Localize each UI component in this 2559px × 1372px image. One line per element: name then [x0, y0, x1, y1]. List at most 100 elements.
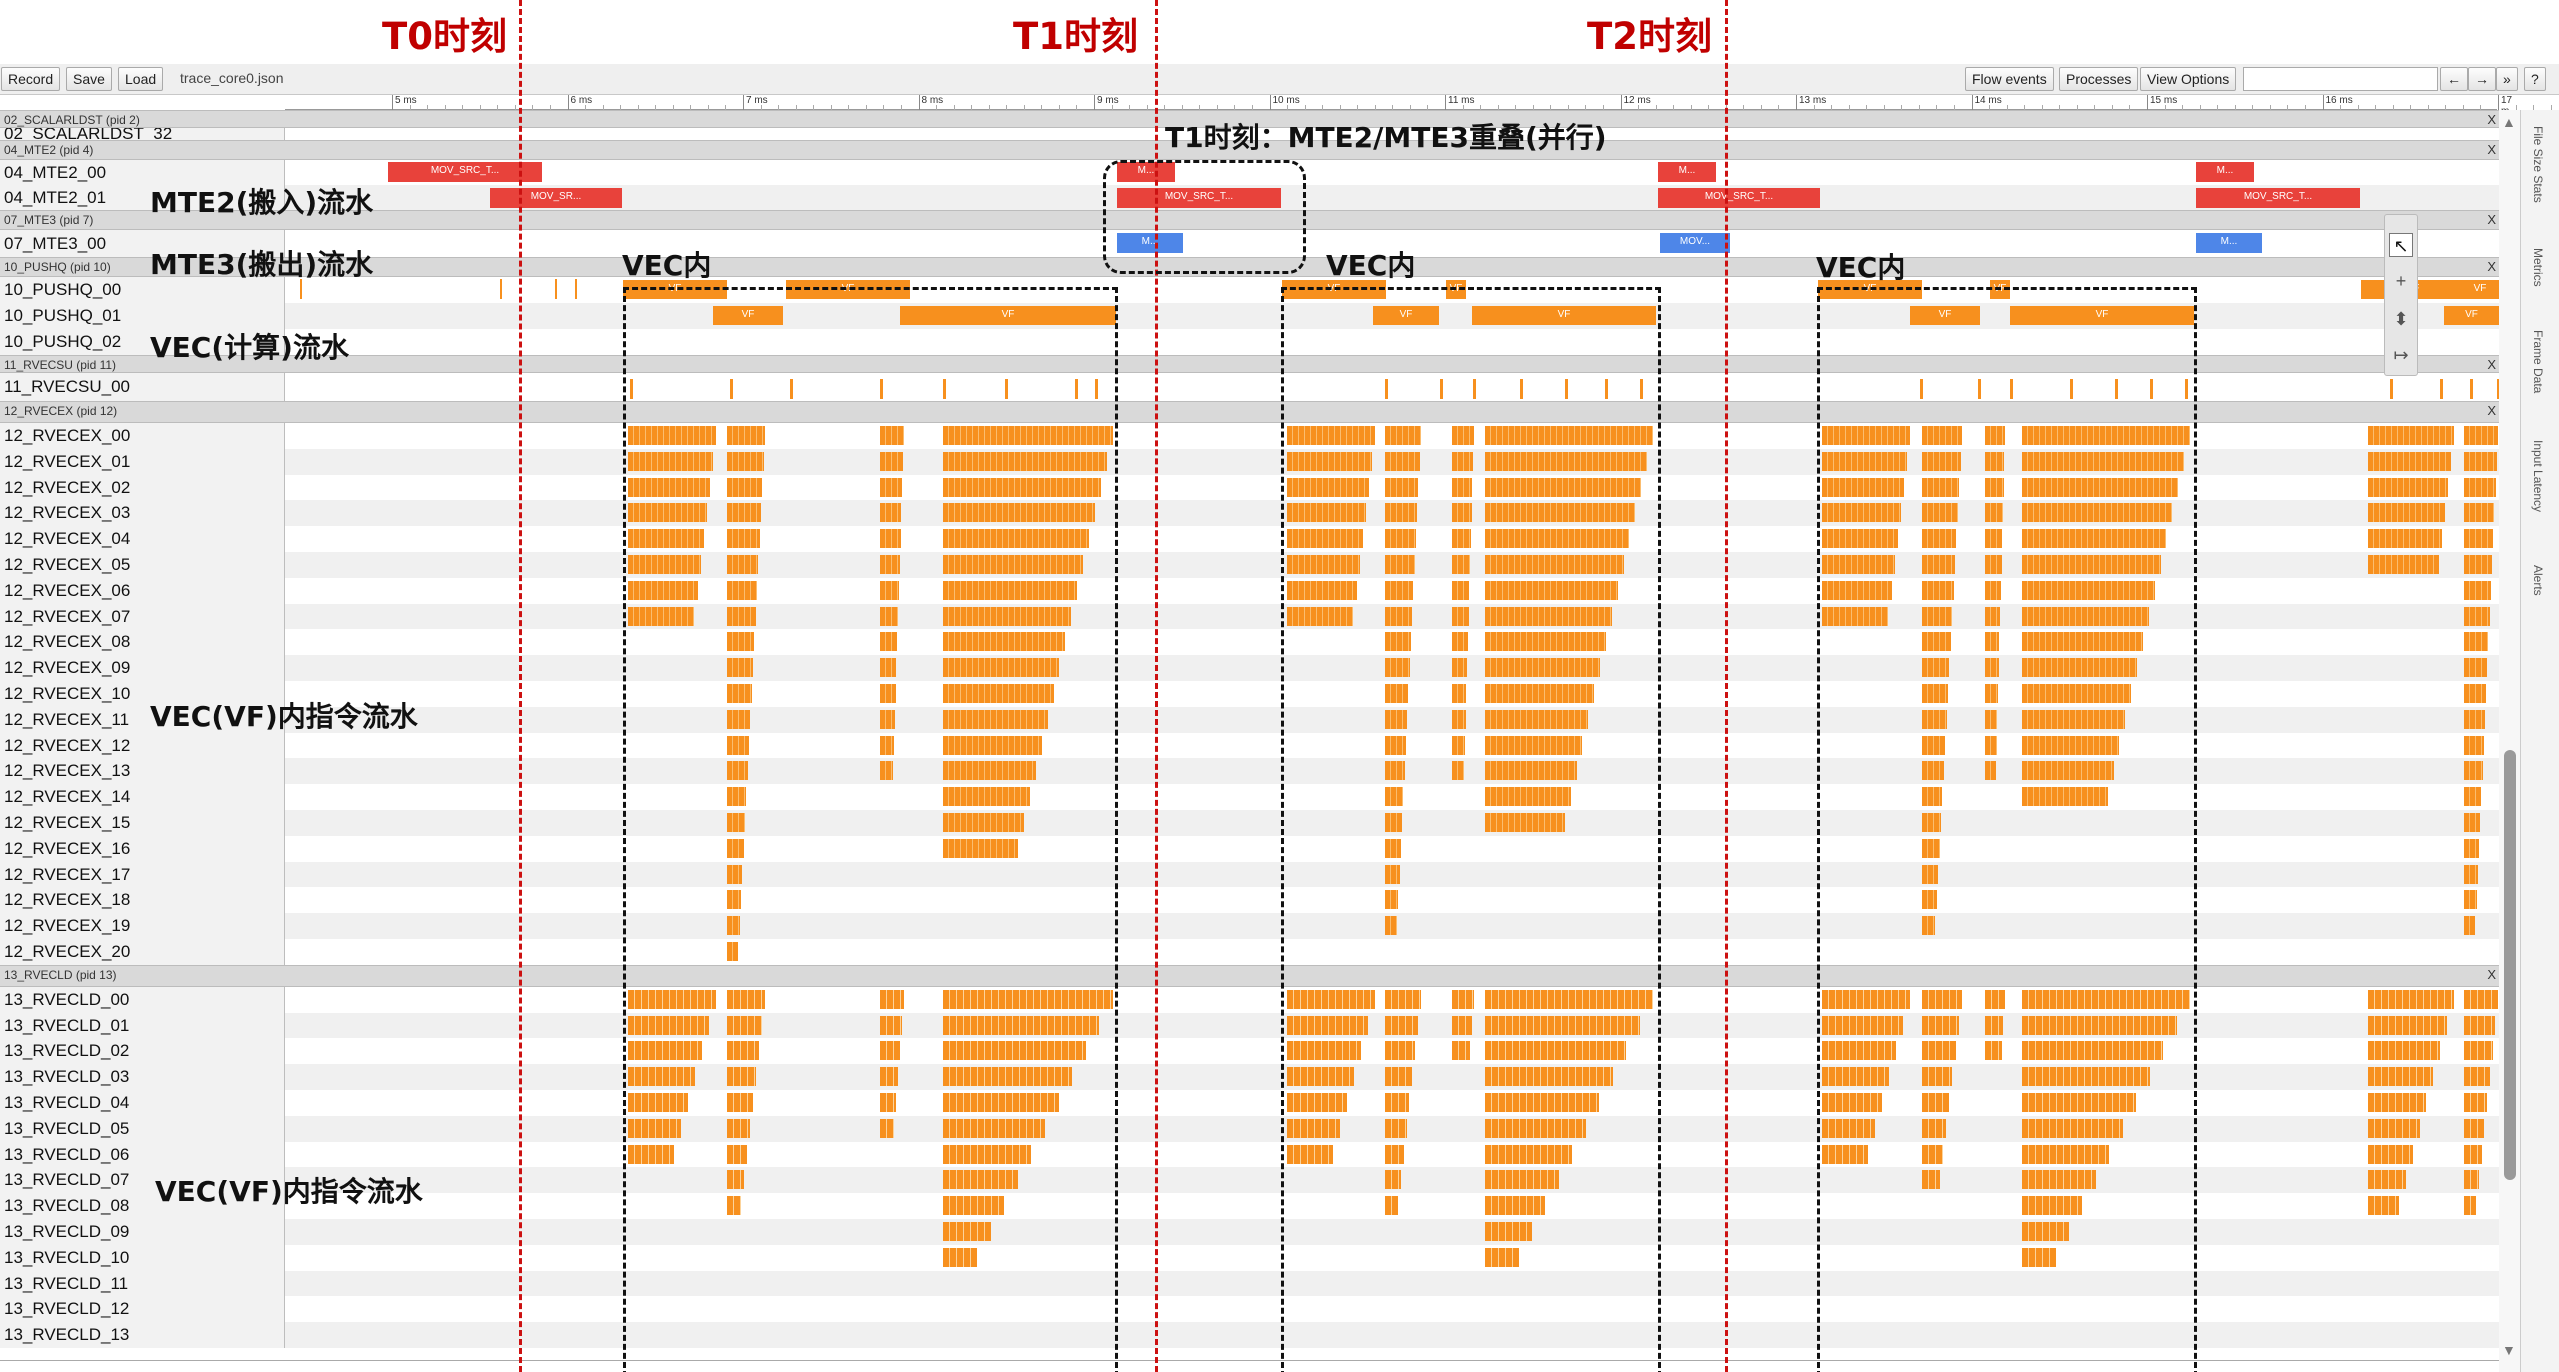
instruction-slice[interactable] — [880, 761, 894, 781]
instruction-slice[interactable] — [1385, 477, 1419, 497]
instruction-slice[interactable] — [628, 580, 698, 600]
trace-slice[interactable] — [1920, 379, 1923, 399]
instruction-slice[interactable] — [2368, 1041, 2441, 1061]
instruction-slice[interactable] — [2368, 1118, 2420, 1138]
instruction-slice[interactable] — [1985, 426, 2005, 445]
instruction-slice[interactable] — [2022, 477, 2179, 497]
instruction-slice[interactable] — [1452, 989, 1474, 1009]
instruction-slice[interactable] — [1385, 632, 1411, 652]
close-icon[interactable]: X — [2487, 112, 2496, 127]
thread-row[interactable]: 13_RVECLD_08 — [0, 1193, 2500, 1219]
instruction-slice[interactable] — [2464, 606, 2490, 626]
instruction-slice[interactable] — [2022, 503, 2173, 523]
instruction-slice[interactable] — [1385, 426, 1421, 445]
tab-frame-data[interactable]: Frame Data — [2531, 330, 2545, 394]
instruction-slice[interactable] — [1287, 1041, 1361, 1061]
instruction-slice[interactable] — [1287, 555, 1360, 574]
instruction-slice[interactable] — [2368, 1067, 2434, 1087]
instruction-slice[interactable] — [2464, 916, 2476, 936]
instruction-slice[interactable] — [2464, 503, 2495, 523]
instruction-slice[interactable] — [943, 1144, 1032, 1164]
thread-row[interactable]: 04_MTE2_00 MOV_SRC_T... M... M... M... — [0, 160, 2500, 185]
close-icon[interactable]: X — [2487, 259, 2496, 274]
instruction-slice[interactable] — [1985, 477, 2004, 497]
trace-slice[interactable]: VF — [1472, 306, 1656, 325]
instruction-slice[interactable] — [1922, 658, 1950, 678]
record-button[interactable]: Record — [1, 67, 61, 91]
instruction-slice[interactable] — [943, 684, 1054, 703]
instruction-slice[interactable] — [1452, 684, 1467, 703]
instruction-slice[interactable] — [1385, 864, 1400, 884]
instruction-slice[interactable] — [727, 529, 760, 549]
instruction-slice[interactable] — [1985, 658, 1999, 678]
trace-slice[interactable]: M... — [2196, 162, 2254, 182]
trace-slice[interactable]: VF — [2460, 280, 2500, 299]
instruction-slice[interactable] — [2464, 555, 2493, 574]
trace-slice[interactable]: M... — [1658, 162, 1716, 182]
instruction-slice[interactable] — [1287, 529, 1363, 549]
instruction-slice[interactable] — [2022, 658, 2138, 678]
trace-slice[interactable]: MOV... — [1660, 233, 1730, 253]
instruction-slice[interactable] — [2464, 632, 2489, 652]
instruction-slice[interactable] — [727, 989, 765, 1009]
instruction-slice[interactable] — [2464, 1144, 2482, 1164]
instruction-slice[interactable] — [1822, 1093, 1882, 1112]
instruction-slice[interactable] — [1822, 606, 1889, 626]
instruction-slice[interactable] — [2368, 1196, 2399, 1216]
instruction-slice[interactable] — [727, 1144, 747, 1164]
instruction-slice[interactable] — [1287, 1015, 1368, 1035]
instruction-slice[interactable] — [727, 735, 750, 755]
trace-slice[interactable]: VF — [1373, 306, 1439, 325]
thread-row[interactable]: 12_RVECEX_19 — [0, 913, 2500, 939]
instruction-slice[interactable] — [628, 426, 716, 445]
trace-slice[interactable] — [730, 379, 733, 399]
instruction-slice[interactable] — [2464, 989, 2498, 1009]
instruction-slice[interactable] — [1287, 1144, 1333, 1164]
trace-slice[interactable]: MOV_SRC_T... — [2196, 188, 2360, 208]
instruction-slice[interactable] — [1485, 606, 1612, 626]
instruction-slice[interactable] — [2022, 426, 2190, 445]
thread-row[interactable]: 12_RVECEX_01 — [0, 448, 2500, 475]
instruction-slice[interactable] — [2464, 813, 2481, 832]
flow-events-button[interactable]: Flow events — [1965, 67, 2054, 91]
tab-metrics[interactable]: Metrics — [2531, 248, 2545, 287]
instruction-slice[interactable] — [2368, 1093, 2427, 1112]
instruction-slice[interactable] — [1452, 529, 1471, 549]
instruction-slice[interactable] — [943, 1041, 1086, 1061]
instruction-slice[interactable] — [1287, 606, 1354, 626]
thread-row[interactable]: 12_RVECEX_04 — [0, 526, 2500, 552]
instruction-slice[interactable] — [1287, 989, 1375, 1009]
instruction-slice[interactable] — [1385, 580, 1414, 600]
trace-slice[interactable] — [575, 279, 577, 299]
instruction-slice[interactable] — [628, 1118, 681, 1138]
instruction-slice[interactable] — [1922, 477, 1960, 497]
instruction-slice[interactable] — [1385, 684, 1409, 703]
close-icon[interactable]: X — [2487, 966, 2496, 982]
instruction-slice[interactable] — [1485, 1118, 1586, 1138]
instruction-slice[interactable] — [1452, 477, 1473, 497]
instruction-slice[interactable] — [1485, 1144, 1573, 1164]
instruction-slice[interactable] — [2464, 451, 2497, 471]
thread-row[interactable]: 12_RVECEX_20 — [0, 939, 2500, 965]
trace-slice[interactable]: VF — [1910, 306, 1980, 325]
instruction-slice[interactable] — [943, 606, 1072, 626]
tab-alerts[interactable]: Alerts — [2531, 565, 2545, 596]
vertical-scrollbar[interactable]: ▲ ▼ — [2499, 110, 2520, 1372]
trace-slice[interactable] — [2150, 379, 2153, 399]
trace-slice[interactable] — [2115, 379, 2118, 399]
instruction-slice[interactable] — [1922, 916, 1936, 936]
instruction-slice[interactable] — [2022, 1144, 2110, 1164]
tab-file-size-stats[interactable]: File Size Stats — [2531, 126, 2545, 203]
instruction-slice[interactable] — [1985, 684, 1998, 703]
instruction-slice[interactable] — [2022, 1196, 2083, 1216]
trace-slice[interactable]: VF — [900, 306, 1116, 325]
instruction-slice[interactable] — [1822, 580, 1892, 600]
trace-slice[interactable]: M... — [1117, 233, 1183, 253]
instruction-slice[interactable] — [1985, 761, 1996, 781]
thread-row[interactable]: 13_RVECLD_09 — [0, 1219, 2500, 1245]
instruction-slice[interactable] — [880, 1041, 901, 1061]
instruction-slice[interactable] — [1385, 838, 1401, 858]
instruction-slice[interactable] — [2464, 709, 2485, 729]
trace-slice[interactable]: M... — [1117, 162, 1175, 182]
trace-slice[interactable] — [1005, 379, 1008, 399]
